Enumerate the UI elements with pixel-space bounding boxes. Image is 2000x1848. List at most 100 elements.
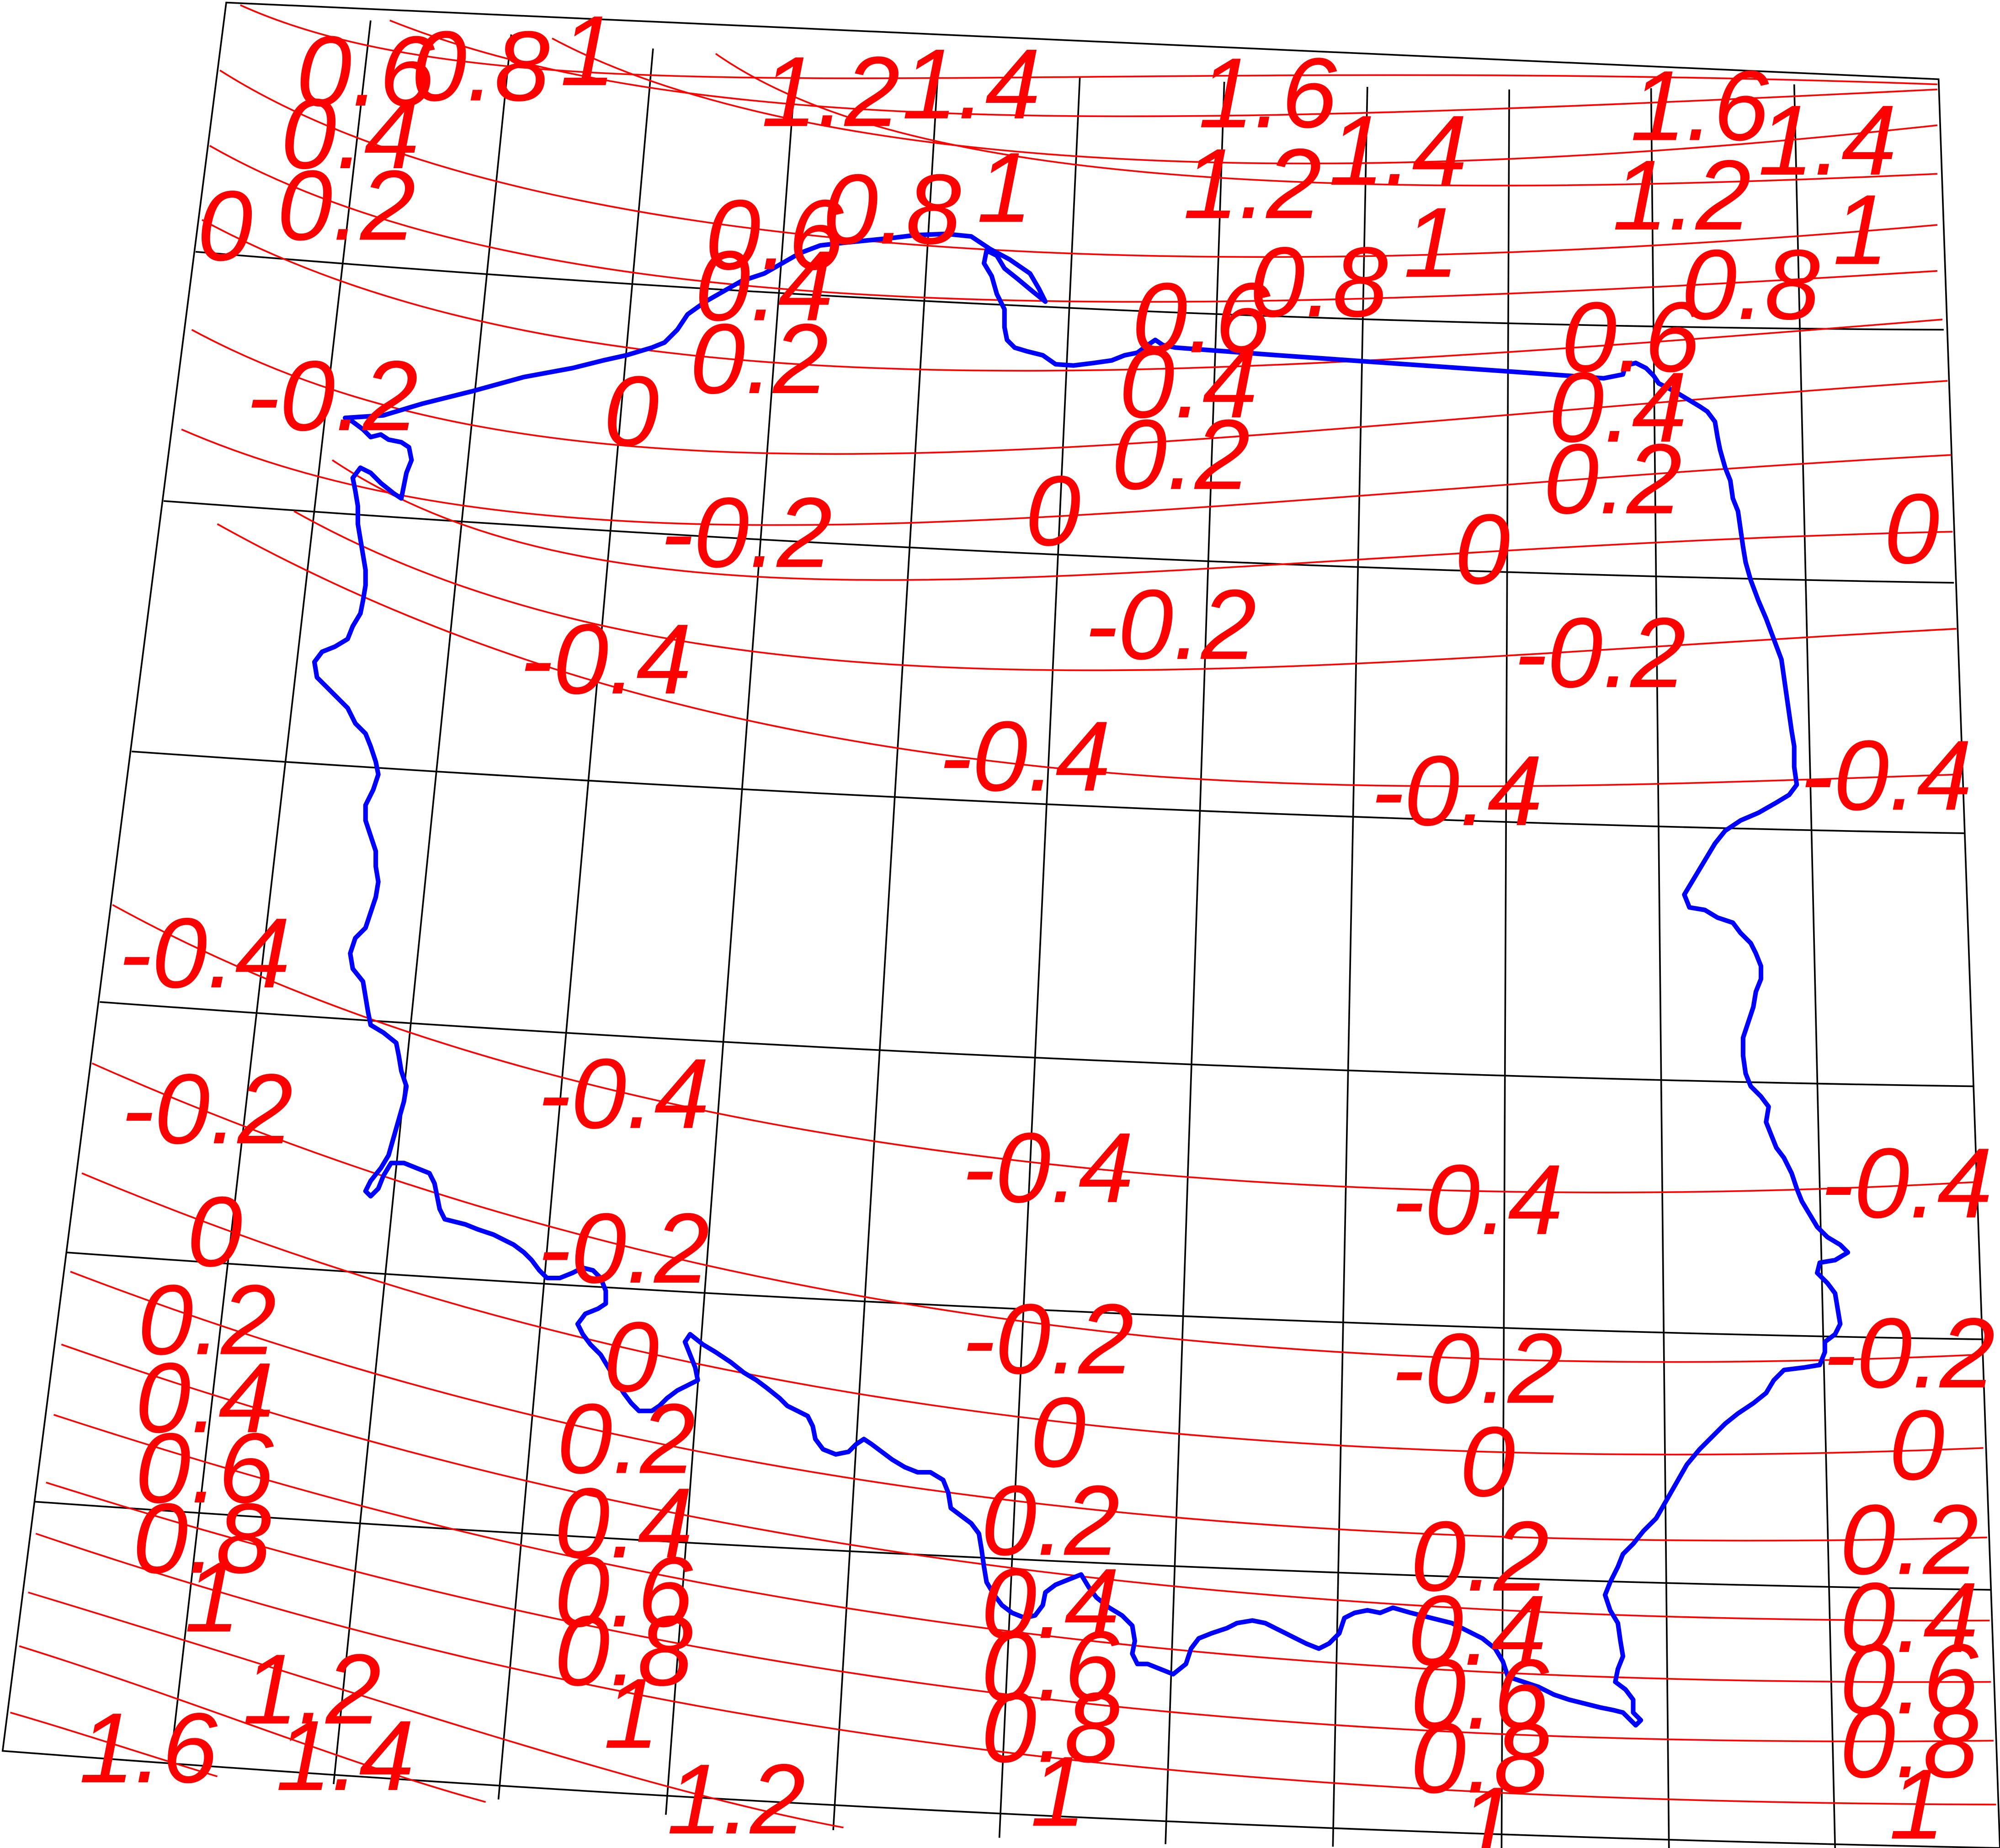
isoline bbox=[181, 428, 1952, 526]
isoline-label: 1.4 bbox=[1758, 85, 1897, 196]
isoline-label: 1.6 bbox=[1198, 37, 1337, 149]
isoline-label: 0.2 bbox=[1840, 1485, 1979, 1596]
isoline-label: 0.6 bbox=[296, 16, 435, 127]
parallel-line bbox=[100, 1001, 1974, 1087]
isoline-label: 1.2 bbox=[667, 1744, 805, 1848]
isoline-label: -0.4 bbox=[939, 701, 1111, 812]
isoline-label: -0.2 bbox=[538, 1193, 710, 1304]
isoline bbox=[332, 459, 1953, 581]
meridian-line bbox=[832, 70, 939, 1830]
isoline-label: 0 bbox=[197, 170, 253, 282]
isoline-label: 0 bbox=[604, 356, 659, 467]
isoline-label: -0.2 bbox=[246, 341, 418, 452]
isoline-label: -0.4 bbox=[1821, 1128, 1993, 1239]
isoline-label: 0.2 bbox=[1543, 424, 1682, 535]
isoline-label: 0.4 bbox=[981, 1548, 1120, 1659]
isoline-label: 0.8 bbox=[554, 1596, 693, 1707]
meridian-line bbox=[665, 61, 797, 1815]
meridian-line bbox=[1793, 84, 1836, 1848]
meridian-line bbox=[497, 48, 654, 1800]
boundary-line bbox=[312, 231, 1851, 1728]
isoline-label: 1.4 bbox=[276, 1700, 414, 1811]
isoline-label: 0.2 bbox=[981, 1465, 1120, 1576]
isoline-label: 0.4 bbox=[1840, 1562, 1979, 1673]
isoline bbox=[70, 1271, 1987, 1542]
isoline-label: -0.2 bbox=[121, 1054, 293, 1165]
parallel-line bbox=[195, 250, 1944, 331]
isoline-label: 0 bbox=[1025, 456, 1080, 567]
isoline bbox=[46, 1481, 1994, 1742]
meridian-line bbox=[1165, 81, 1225, 1844]
isoline-label: 0.2 bbox=[1112, 399, 1250, 511]
isoline-label: 0.6 bbox=[981, 1611, 1120, 1722]
isoline bbox=[240, 4, 1937, 85]
isoline-label: 0.2 bbox=[557, 1384, 696, 1495]
isoline-label: -0.2 bbox=[1391, 1313, 1563, 1424]
isoline-label: -0.2 bbox=[1514, 597, 1686, 708]
isoline bbox=[91, 1062, 1979, 1363]
isoline-label: -0.2 bbox=[962, 1284, 1134, 1395]
isoline-labels: 0.60.8 1 1.2 1.4 1.6 1.61.40.4 1 1.41.2 1.20.2 0.… bbox=[79, 0, 1995, 1848]
isoline-label: 1 bbox=[1031, 1736, 1086, 1847]
isoline-label: 0.6 bbox=[1410, 1639, 1549, 1750]
isoline bbox=[202, 219, 1943, 372]
isoline-label: 0.2 bbox=[1410, 1501, 1549, 1612]
isoline-label: 1.2 bbox=[243, 1634, 381, 1745]
isoline-label: 1.2 bbox=[761, 37, 900, 148]
isoline-label: 0.2 bbox=[138, 1265, 277, 1376]
isoline-label: 0.8 bbox=[1250, 227, 1388, 338]
isoline-label: 0 bbox=[1031, 1377, 1086, 1488]
isoline bbox=[19, 1645, 486, 1803]
isoline-label: 0 bbox=[1455, 494, 1510, 605]
isoline-label: 1.6 bbox=[1630, 50, 1769, 161]
isoline-label: 0.6 bbox=[1132, 263, 1271, 374]
isoline bbox=[293, 510, 1957, 671]
isoline-label: 1.6 bbox=[79, 1693, 218, 1804]
isoline-label: 0.6 bbox=[705, 180, 844, 291]
isoline-label: -0.4 bbox=[1800, 720, 1972, 831]
isoline-label: 0.6 bbox=[1561, 282, 1700, 393]
isoline-label: 0.6 bbox=[135, 1413, 274, 1524]
isoline-label: 0.2 bbox=[690, 304, 828, 415]
isoline-label: -0.4 bbox=[538, 1039, 710, 1150]
isoline-label: 0.6 bbox=[554, 1537, 693, 1648]
isoline bbox=[389, 20, 1937, 117]
meridian-line bbox=[1332, 87, 1368, 1847]
isoline-label: 0.8 bbox=[823, 154, 961, 265]
meridian-line bbox=[169, 20, 372, 1767]
parallel-line bbox=[66, 1252, 1984, 1341]
isoline-label: 0.4 bbox=[281, 79, 420, 190]
isoline bbox=[219, 69, 1938, 258]
isoline-label: 0.8 bbox=[411, 11, 550, 122]
isoline-label: 1 bbox=[1833, 175, 1888, 286]
isoline-label: -0.4 bbox=[1371, 735, 1543, 847]
isoline-label: 0.8 bbox=[1410, 1703, 1549, 1814]
isoline-label: -0.4 bbox=[119, 898, 291, 1009]
isoline-label: 1 bbox=[604, 1658, 659, 1769]
isoline-label: 1 bbox=[185, 1542, 240, 1653]
isoline-label: 0 bbox=[604, 1302, 659, 1413]
isoline-label: -0.2 bbox=[1085, 570, 1256, 681]
isoline-label: -0.4 bbox=[962, 1113, 1134, 1224]
isoline-label: 0.8 bbox=[1681, 229, 1820, 341]
isoline-label: 0.4 bbox=[1408, 1575, 1547, 1686]
isoline bbox=[81, 1172, 1984, 1456]
isoline-label: 0 bbox=[1889, 1390, 1944, 1501]
isoline-label: -0.2 bbox=[1823, 1298, 1995, 1409]
meridian-line bbox=[1650, 88, 1670, 1848]
isoline bbox=[61, 1343, 1990, 1622]
isoline-label: 0.4 bbox=[135, 1342, 274, 1454]
parallel-line bbox=[131, 751, 1964, 834]
isoline-label: 0 bbox=[1460, 1406, 1515, 1518]
meridian-line bbox=[333, 34, 512, 1784]
isoline-label: 1.4 bbox=[902, 29, 1041, 140]
isoline bbox=[28, 1592, 844, 1829]
isoline-label: 1 bbox=[1889, 1749, 1944, 1848]
isoline-label: 0.6 bbox=[1840, 1624, 1979, 1735]
isoline-label: 0.8 bbox=[1840, 1688, 1979, 1799]
isoline-label: 0.2 bbox=[277, 150, 415, 261]
isoline bbox=[10, 1711, 218, 1778]
isoline-label: 1 bbox=[560, 0, 616, 107]
isoline-label: 1.2 bbox=[1612, 140, 1751, 251]
